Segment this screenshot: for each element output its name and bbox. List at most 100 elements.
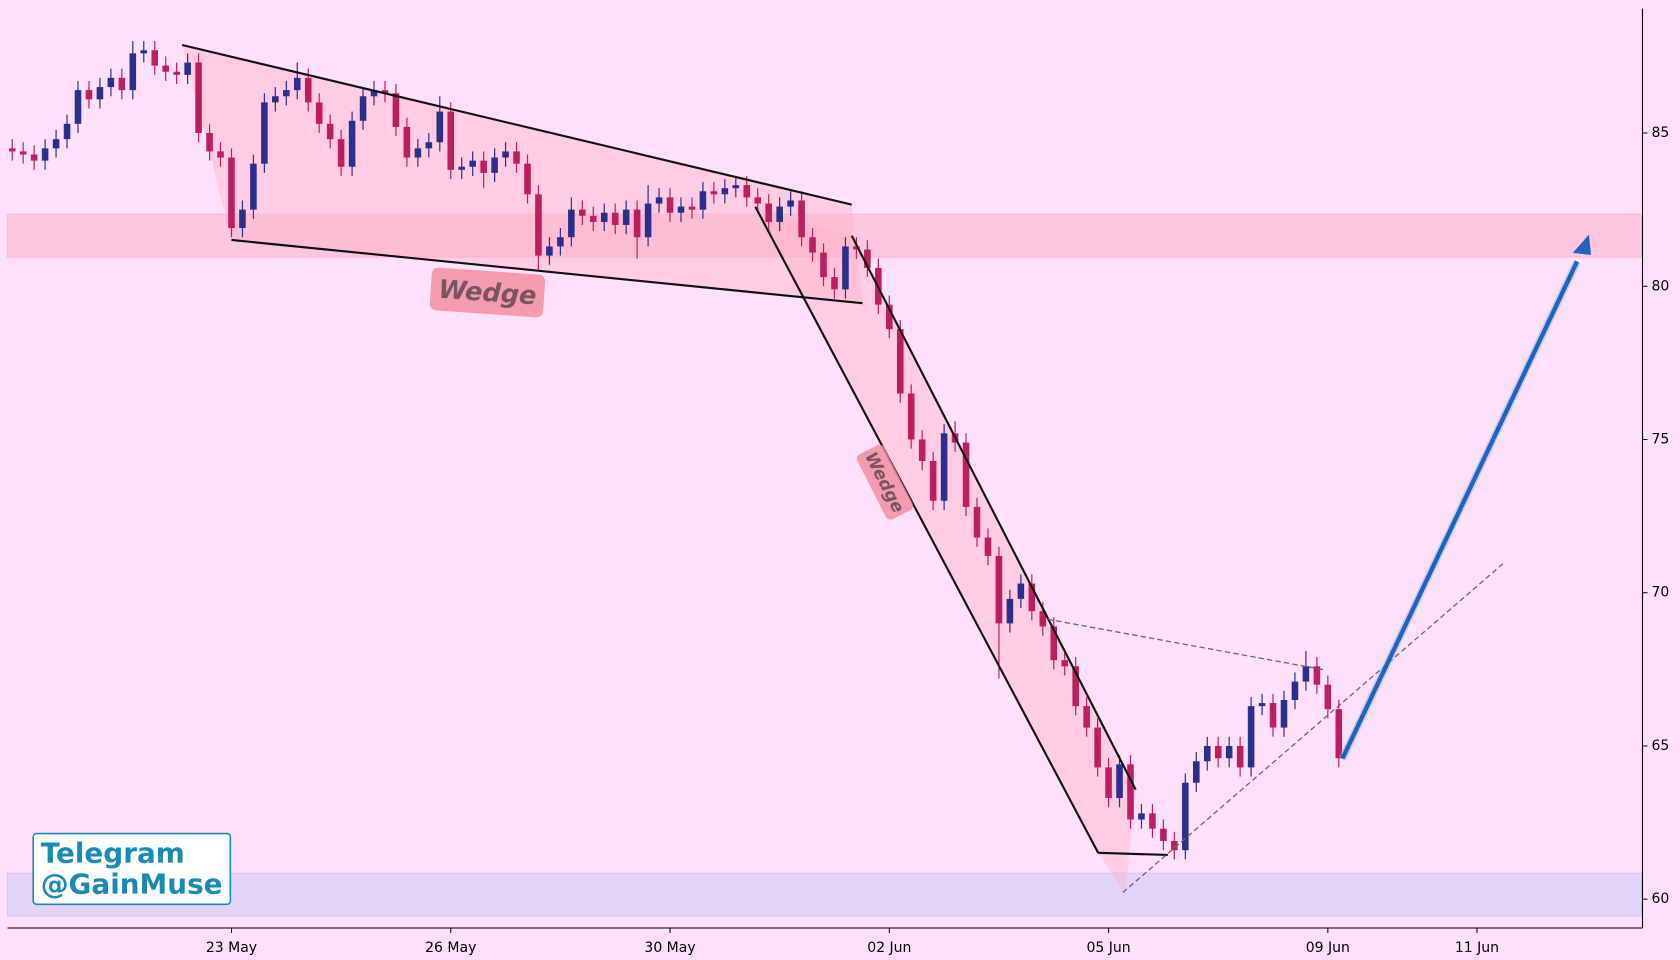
candle-body xyxy=(940,433,948,501)
candle-body xyxy=(403,126,411,158)
candle-body xyxy=(8,148,16,152)
candle-body xyxy=(666,197,674,213)
candle-body xyxy=(326,123,334,140)
candle-body xyxy=(107,77,115,88)
candle-body xyxy=(1083,706,1090,728)
candle-body xyxy=(19,151,27,155)
candle-body xyxy=(513,151,520,164)
candle-body xyxy=(754,197,762,204)
watermark-box xyxy=(32,832,232,906)
x-tick-label: 02 Jun xyxy=(867,940,911,956)
candle-body xyxy=(798,200,805,238)
candle-body xyxy=(864,249,871,268)
candle-body xyxy=(655,197,663,204)
label-box xyxy=(429,267,546,318)
support-zone xyxy=(6,872,1642,917)
candle-body xyxy=(589,215,597,222)
wedge-fill xyxy=(755,206,1136,895)
dashed-line xyxy=(1122,563,1504,893)
resistance-zone xyxy=(6,213,1642,258)
candle-body xyxy=(677,206,685,213)
candle-body xyxy=(853,246,860,250)
candle-body xyxy=(1324,684,1332,710)
trend-line xyxy=(754,206,1100,854)
trend-line xyxy=(231,238,863,305)
candle-body xyxy=(699,191,707,210)
candle-body xyxy=(1182,782,1189,851)
candle-body xyxy=(436,111,444,143)
candle-body xyxy=(52,139,60,149)
trend-line xyxy=(181,43,853,206)
candle-body xyxy=(458,166,466,170)
candle-body xyxy=(261,102,268,164)
y-tick-label: 60 xyxy=(1652,891,1670,907)
candle-body xyxy=(1192,761,1200,783)
candle-body xyxy=(1225,745,1233,759)
candle-body xyxy=(129,53,137,91)
candle-body xyxy=(206,133,213,152)
candle-body xyxy=(217,151,224,158)
candle-body xyxy=(140,50,148,54)
candle-body xyxy=(546,246,553,256)
candle-body xyxy=(1061,660,1069,667)
arrow-head xyxy=(1572,234,1592,255)
watermark-text: Telegram xyxy=(41,836,185,869)
candle-body xyxy=(1171,840,1178,851)
candle-body xyxy=(447,111,455,170)
candle-body xyxy=(1291,681,1299,700)
candle-body xyxy=(973,506,981,538)
candle-body xyxy=(776,206,783,222)
candle-body xyxy=(1028,583,1036,612)
candle-body xyxy=(809,237,816,253)
candle-body xyxy=(732,185,740,189)
candle-body xyxy=(1039,611,1047,627)
candle-body xyxy=(743,185,751,198)
x-tick-label: 11 Jun xyxy=(1455,940,1499,956)
y-tick-label: 85 xyxy=(1652,125,1670,141)
candle-body xyxy=(765,203,772,222)
candle-body xyxy=(272,96,279,103)
candle-body xyxy=(250,163,257,210)
candle-body xyxy=(30,154,38,161)
candle-body xyxy=(228,157,235,229)
candle-body xyxy=(41,148,49,161)
candle-body xyxy=(579,209,586,216)
candle-body xyxy=(1116,764,1123,799)
projection-arrow xyxy=(1340,260,1580,760)
candle-body xyxy=(85,90,93,100)
candle-body xyxy=(425,142,433,149)
zones xyxy=(6,44,1642,917)
x-tick-label: 30 May xyxy=(644,940,695,956)
candle-body xyxy=(984,537,992,556)
candle-body xyxy=(1050,626,1058,661)
x-tick-label: 23 May xyxy=(206,940,257,956)
candle-body xyxy=(1203,745,1211,762)
candle-body xyxy=(1138,813,1145,820)
watermark-text: @GainMuse xyxy=(41,868,223,901)
candle-body xyxy=(348,120,356,167)
candle-body xyxy=(239,209,246,229)
y-tick-label: 70 xyxy=(1652,585,1670,601)
candle-body xyxy=(907,393,915,440)
candle-body xyxy=(644,203,652,238)
candle-body xyxy=(1149,813,1156,829)
candle-body xyxy=(1105,767,1112,799)
candle-body xyxy=(96,87,104,100)
candle-body xyxy=(962,442,970,507)
candle-body xyxy=(1258,703,1266,707)
candle-body xyxy=(283,90,290,97)
candle-body xyxy=(359,96,367,121)
candle-body xyxy=(1280,699,1288,728)
y-tick-label: 65 xyxy=(1652,738,1670,754)
candle-body xyxy=(392,93,400,127)
candle-body xyxy=(611,212,619,225)
candle-body xyxy=(1214,745,1222,759)
candle-body xyxy=(820,252,827,278)
candle-body xyxy=(173,71,180,75)
candle-body xyxy=(896,329,904,394)
candle-body xyxy=(568,209,575,238)
candle-body xyxy=(381,90,389,94)
